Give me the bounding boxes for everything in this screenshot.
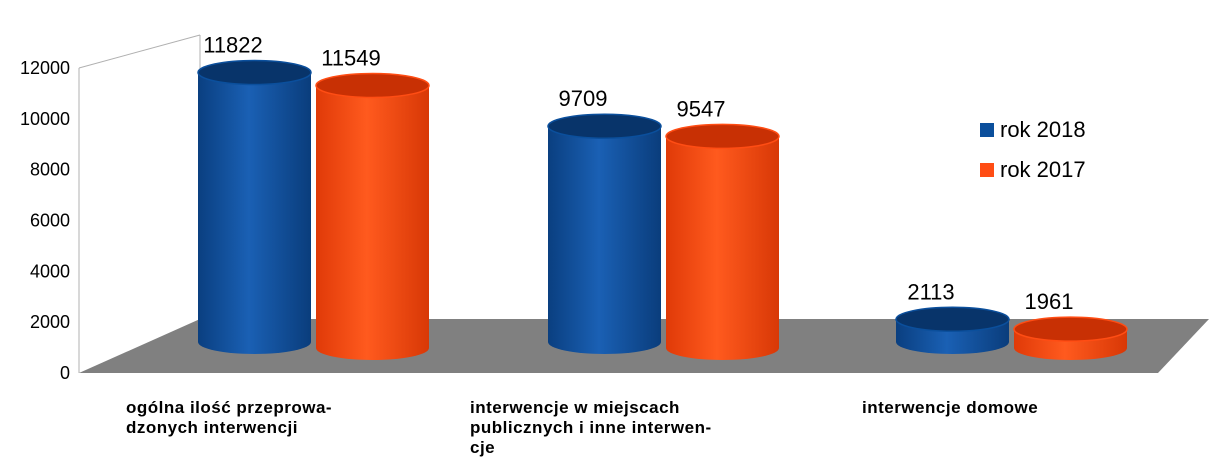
y-tick-label: 4000: [30, 261, 70, 281]
bar-top: [1013, 316, 1128, 342]
legend-swatch: [980, 123, 994, 137]
legend-label: rok 2018: [1000, 117, 1086, 142]
data-label: 2113: [907, 279, 954, 304]
bar-2017-2: [1013, 316, 1128, 360]
bar-2018-2: [895, 306, 1010, 354]
bar-top: [315, 72, 430, 99]
y-tick-label: 6000: [30, 211, 70, 231]
bar-2018-0: [197, 59, 312, 354]
bar-top: [665, 123, 780, 150]
data-label: 11549: [321, 45, 381, 70]
y-tick-label: 2000: [30, 312, 70, 332]
bar-body: [198, 72, 311, 354]
bar-2017-0: [315, 72, 430, 360]
legend-label: rok 2017: [1000, 157, 1086, 182]
bar-top: [197, 59, 312, 86]
y-tick-label: 10000: [20, 109, 70, 129]
y-tick-label: 8000: [30, 160, 70, 180]
bar-2017-1: [665, 123, 780, 360]
bar-body: [316, 85, 429, 360]
legend-swatch: [980, 163, 994, 177]
data-label: 9547: [677, 96, 726, 121]
bar-body: [666, 136, 779, 360]
x-category-label: interwencje w miejscach publicznych i in…: [470, 398, 712, 457]
data-label: 11822: [203, 33, 263, 58]
y-tick-label: 0: [60, 363, 70, 383]
data-label: 1961: [1025, 289, 1074, 314]
bars-group: [197, 59, 1128, 360]
bar-body: [548, 126, 661, 354]
data-labels-group: 11822 11549 9709 9547 2113 1961: [203, 33, 1073, 315]
bar-2018-1: [547, 113, 662, 354]
y-tick-label: 12000: [20, 58, 70, 78]
data-label: 9709: [559, 86, 608, 111]
bar-top: [547, 113, 662, 139]
back-wall-top-edge: [78, 34, 201, 69]
x-category-label: ogólna ilość przeprowa- dzonych interwen…: [126, 398, 333, 437]
bar-top: [895, 306, 1010, 333]
legend: rok 2018 rok 2017: [980, 117, 1086, 182]
x-category-label: interwencje domowe: [862, 398, 1039, 417]
